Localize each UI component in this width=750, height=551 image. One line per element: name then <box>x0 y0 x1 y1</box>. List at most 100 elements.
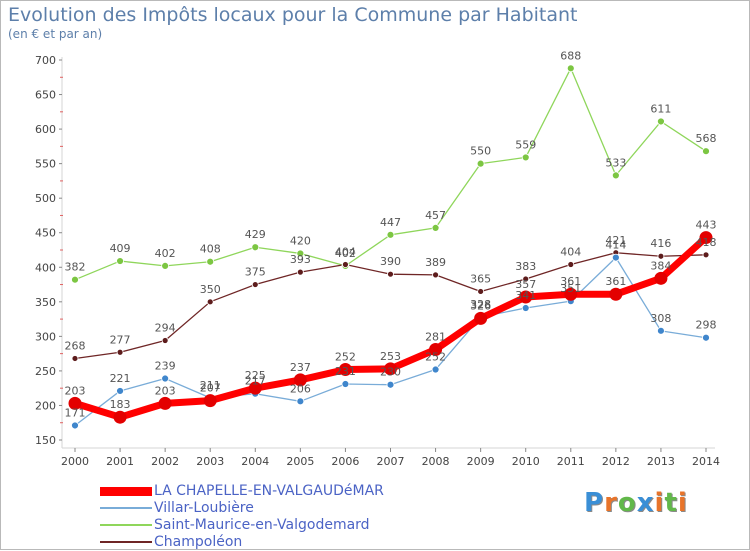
legend-label: LA CHAPELLE-EN-VALGAUDéMAR <box>154 483 384 499</box>
data-label: 351 <box>560 282 581 295</box>
data-point <box>342 261 349 268</box>
data-point <box>564 287 578 301</box>
data-point <box>116 387 124 395</box>
data-label: 350 <box>200 283 221 296</box>
data-point <box>341 380 350 388</box>
data-label: 252 <box>425 351 446 364</box>
data-point <box>338 363 352 377</box>
data-point <box>203 394 217 408</box>
x-tick-label: 2006 <box>331 455 359 468</box>
data-point <box>522 275 530 283</box>
data-point <box>161 374 170 383</box>
data-label: 281 <box>425 330 446 343</box>
data-label: 375 <box>245 266 266 279</box>
data-label: 457 <box>425 209 446 222</box>
data-point <box>251 281 259 288</box>
data-point <box>68 396 82 410</box>
x-tick-label: 2004 <box>241 455 269 468</box>
x-tick-label: 2003 <box>196 455 224 468</box>
data-point <box>657 326 665 335</box>
data-point <box>387 270 394 278</box>
y-tick-label: 350 <box>35 296 56 309</box>
y-tick-label: 250 <box>35 365 56 378</box>
data-label: 447 <box>380 216 401 229</box>
data-label: 253 <box>380 350 401 363</box>
data-label: 203 <box>155 384 176 397</box>
data-label: 611 <box>650 102 671 115</box>
logo-letter: i <box>654 488 665 518</box>
data-label: 389 <box>425 256 446 269</box>
logo-letter: i <box>677 488 688 518</box>
data-point <box>521 153 530 162</box>
data-point <box>702 147 710 156</box>
data-point <box>521 304 530 312</box>
chart-title: Evolution des Impôts locaux pour la Comm… <box>8 4 578 26</box>
x-tick-label: 2010 <box>512 455 540 468</box>
data-point <box>71 275 79 284</box>
data-point <box>432 271 439 279</box>
data-label: 361 <box>560 275 581 288</box>
data-point <box>431 365 440 374</box>
data-point <box>161 261 170 270</box>
data-point <box>477 288 485 295</box>
data-label: 171 <box>65 406 86 419</box>
legend-label: Champoléon <box>154 534 243 550</box>
data-point <box>654 271 668 285</box>
data-label: 568 <box>696 132 717 145</box>
data-label: 404 <box>335 246 356 259</box>
data-label: 239 <box>155 360 176 373</box>
y-tick-label: 650 <box>35 89 56 102</box>
data-label: 404 <box>560 246 581 259</box>
data-label: 221 <box>110 372 131 385</box>
data-label: 393 <box>290 253 311 266</box>
data-point <box>474 311 488 325</box>
data-label: 402 <box>155 247 176 260</box>
data-point <box>429 342 443 356</box>
proxiti-logo: Proxiti <box>584 488 688 518</box>
x-tick-label: 2000 <box>61 455 89 468</box>
chart-subtitle: (en € et par an) <box>8 27 103 41</box>
y-tick-label: 400 <box>35 261 56 274</box>
x-tick-label: 2012 <box>602 455 630 468</box>
data-label: 326 <box>470 299 491 312</box>
data-point <box>296 268 304 276</box>
y-tick-label: 600 <box>35 123 56 136</box>
logo-letter: P <box>584 488 605 518</box>
data-label: 416 <box>650 237 671 250</box>
logo-letter: o <box>617 488 637 518</box>
data-point <box>386 380 395 389</box>
data-label: 308 <box>650 312 671 325</box>
legend-label: Saint-Maurice-en-Valgodemard <box>154 517 370 533</box>
x-tick-label: 2013 <box>647 455 675 468</box>
data-point <box>158 396 172 410</box>
data-point <box>431 223 440 232</box>
data-point <box>386 230 395 239</box>
y-tick-label: 300 <box>35 330 56 343</box>
x-tick-label: 2014 <box>692 455 720 468</box>
data-label: 443 <box>696 219 717 232</box>
data-point <box>71 421 79 430</box>
y-tick-label: 150 <box>35 434 56 447</box>
data-label: 559 <box>515 138 536 151</box>
legend-label: Villar-Loubière <box>154 500 254 516</box>
logo-letter: r <box>604 488 618 518</box>
data-label: 217 <box>245 375 266 388</box>
data-label: 230 <box>380 366 401 379</box>
data-label: 183 <box>110 398 131 411</box>
x-tick-label: 2009 <box>467 455 495 468</box>
data-point <box>657 252 665 260</box>
data-point <box>702 333 710 342</box>
data-label: 384 <box>650 259 671 272</box>
data-label: 414 <box>605 239 626 252</box>
data-point <box>702 251 710 259</box>
data-point <box>113 410 127 424</box>
data-label: 409 <box>110 242 131 255</box>
data-label: 237 <box>290 361 311 374</box>
data-label: 382 <box>65 261 86 274</box>
logo-letter: x <box>636 488 655 518</box>
data-point <box>699 231 713 245</box>
y-tick-label: 500 <box>35 192 56 205</box>
x-tick-label: 2008 <box>422 455 450 468</box>
